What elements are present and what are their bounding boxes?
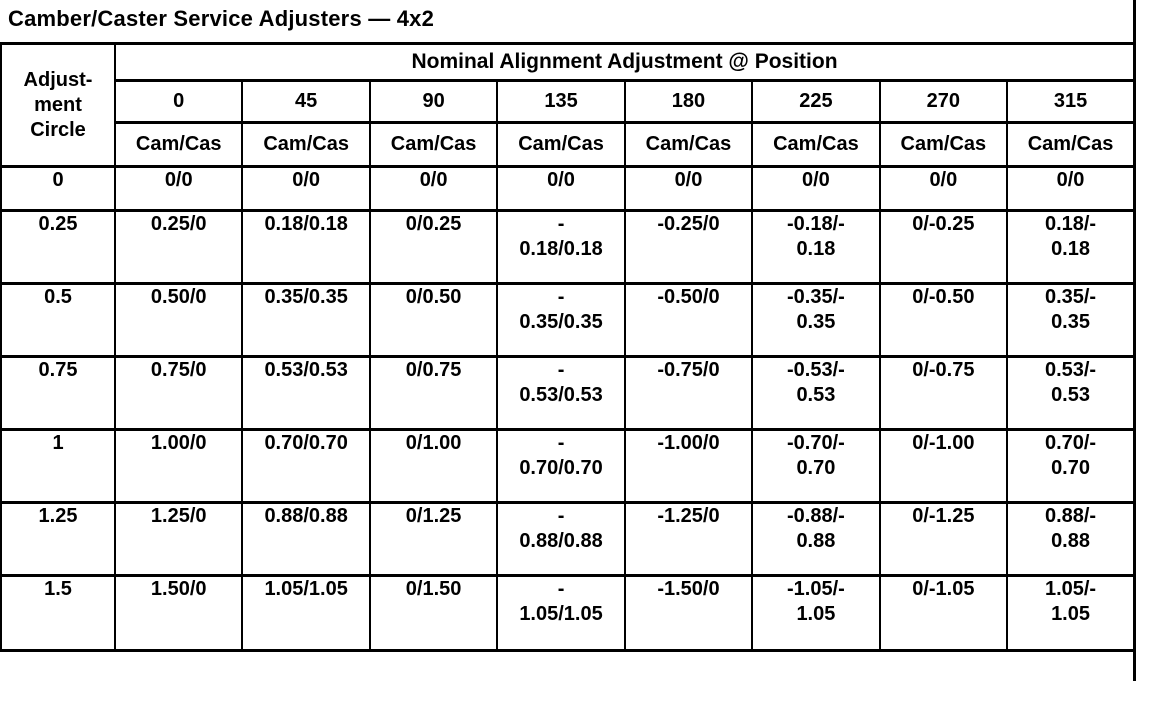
cam-cas-value-cell: 0/1.25 — [368, 501, 499, 577]
cam-cas-value-cell: 0/1.00 — [368, 428, 499, 504]
cam-cas-value-cell: 0/1.50 — [368, 574, 499, 652]
position-header-315: 315 — [1006, 79, 1136, 124]
position-header-row: 0 45 90 135 180 225 270 315 — [1, 79, 1136, 124]
adjustment-circle-value: 1.25 — [0, 501, 116, 577]
table-row: 1.25 1.25/0 0.88/0.88 0/1.25- 0.88/0.88 -1.2… — [0, 501, 1136, 577]
cam-cas-value-cell: 0/-1.05 — [878, 574, 1009, 652]
cam-cas-value-cell: 0.35/- 0.35 — [1006, 282, 1136, 358]
position-header-135: 135 — [496, 79, 626, 124]
cam-cas-value-cell: - 0.70/0.70 — [496, 428, 626, 504]
cam-cas-value-cell: 0.25/0 — [113, 209, 244, 285]
cam-cas-value-cell: 0.50/0 — [113, 282, 244, 358]
position-header-180: 180 — [623, 79, 754, 124]
position-header-225: 225 — [751, 79, 881, 124]
table-row: 0.25 0.25/0 0.18/0.18 0/0.25- 0.18/0.18 -0.2… — [0, 209, 1136, 285]
cam-cas-header: Cam/Cas — [878, 121, 1009, 168]
table-row: 1 1.00/0 0.70/0.70 0/1.00- 0.70/0.70 -1.00/0… — [0, 428, 1136, 504]
table-row: 0.75 0.75/0 0.53/0.53 0/0.75- 0.53/0.53 -0.7… — [0, 355, 1136, 431]
cam-cas-value-cell: 0/0 — [878, 165, 1009, 212]
position-header-90: 90 — [368, 79, 499, 124]
cam-cas-value-cell: -0.35/- 0.35 — [751, 282, 881, 358]
cam-cas-value-cell: 0/0 — [496, 165, 626, 212]
table-row: 0.5 0.50/0 0.35/0.35 0/0.50- 0.35/0.35 -0.50… — [0, 282, 1136, 358]
cam-cas-value-cell: - 1.05/1.05 — [496, 574, 626, 652]
cam-cas-value-cell: 0/-0.75 — [878, 355, 1009, 431]
cam-cas-value-cell: 0.75/0 — [113, 355, 244, 431]
cam-cas-value-cell: 1.05/1.05 — [241, 574, 371, 652]
cam-cas-value-cell: - 0.18/0.18 — [496, 209, 626, 285]
cam-cas-value-cell: -0.25/0 — [623, 209, 754, 285]
cam-cas-value-cell: 1.50/0 — [113, 574, 244, 652]
cam-cas-value-cell: 1.25/0 — [113, 501, 244, 577]
cam-cas-value-cell: -0.50/0 — [623, 282, 754, 358]
cam-cas-value-cell: 0.88/- 0.88 — [1006, 501, 1136, 577]
cam-cas-value-cell: 0.53/0.53 — [241, 355, 371, 431]
cam-cas-value-cell: 0.70/- 0.70 — [1006, 428, 1136, 504]
cam-cas-header: Cam/Cas — [368, 121, 499, 168]
adjustment-circle-value: 0 — [0, 165, 116, 212]
camber-caster-table: Adjust- ment Circle Nominal Alignment Ad… — [0, 42, 1136, 652]
cam-cas-header: Cam/Cas — [113, 121, 244, 168]
cam-cas-value-cell: -1.25/0 — [623, 501, 754, 577]
position-header-270: 270 — [878, 79, 1009, 124]
cam-cas-value-cell: 0/0 — [1006, 165, 1136, 212]
cam-cas-value-cell: 0/0.75 — [368, 355, 499, 431]
cam-cas-value-cell: - 0.53/0.53 — [496, 355, 626, 431]
cam-cas-value-cell: -1.50/0 — [623, 574, 754, 652]
table-row: 1.5 1.50/0 1.05/1.05 0/1.50- 1.05/1.05 -1.50… — [0, 574, 1136, 652]
cam-cas-value-cell: 0/0 — [368, 165, 499, 212]
position-header-45: 45 — [241, 79, 371, 124]
cam-cas-header: Cam/Cas — [751, 121, 881, 168]
adjustment-circle-value: 0.75 — [0, 355, 116, 431]
nominal-alignment-span-header: Nominal Alignment Adjustment @ Position — [114, 42, 1136, 82]
cam-cas-value-cell: 0/0 — [751, 165, 881, 212]
cam-cas-header: Cam/Cas — [1006, 121, 1136, 168]
cam-cas-value-cell: 0.70/0.70 — [241, 428, 371, 504]
cam-cas-value-cell: 0.53/- 0.53 — [1006, 355, 1136, 431]
cam-cas-header: Cam/Cas — [623, 121, 754, 168]
cam-cas-value-cell: -0.75/0 — [623, 355, 754, 431]
cam-cas-value-cell: 0.88/0.88 — [241, 501, 371, 577]
cam-cas-value-cell: 0/0.50 — [368, 282, 499, 358]
cam-cas-value-cell: 0.18/0.18 — [241, 209, 371, 285]
page-right-rule — [1133, 0, 1136, 681]
adjustment-circle-value: 1.5 — [0, 574, 116, 652]
cam-cas-value-cell: - 0.35/0.35 — [496, 282, 626, 358]
page-title: Camber/Caster Service Adjusters — 4x2 — [8, 6, 435, 31]
table-body: 0 0/0 0/0 0/0 0/0 0/0 0/0 0/0 0/0 0.25 0.25/0 0.18/… — [0, 165, 1136, 652]
position-header-0: 0 — [113, 79, 244, 124]
cam-cas-value-cell: 0.18/- 0.18 — [1006, 209, 1136, 285]
cam-cas-value-cell: 1.05/- 1.05 — [1006, 574, 1136, 652]
cam-cas-value-cell: 0/-0.25 — [878, 209, 1009, 285]
cam-cas-value-cell: -1.05/- 1.05 — [751, 574, 881, 652]
cam-cas-value-cell: -0.70/- 0.70 — [751, 428, 881, 504]
cam-cas-value-cell: -0.53/- 0.53 — [751, 355, 881, 431]
table-header-row: Adjust- ment Circle Nominal Alignment Ad… — [0, 42, 1136, 168]
adjustment-circle-header: Adjust- ment Circle — [0, 42, 116, 168]
cam-cas-header: Cam/Cas — [496, 121, 626, 168]
adjustment-circle-value: 0.25 — [0, 209, 116, 285]
adjustment-circle-value: 0.5 — [0, 282, 116, 358]
cam-cas-value-cell: -0.18/- 0.18 — [751, 209, 881, 285]
cam-cas-value-cell: 0/0.25 — [368, 209, 499, 285]
cam-cas-header-row: Cam/Cas Cam/Cas Cam/Cas Cam/Cas Cam/Cas … — [1, 121, 1136, 168]
cam-cas-value-cell: 0/-1.00 — [878, 428, 1009, 504]
cam-cas-value-cell: -1.00/0 — [623, 428, 754, 504]
cam-cas-header: Cam/Cas — [241, 121, 371, 168]
cam-cas-value-cell: 0.35/0.35 — [241, 282, 371, 358]
adjustment-circle-value: 1 — [0, 428, 116, 504]
cam-cas-value-cell: 0/-0.50 — [878, 282, 1009, 358]
table-row: 0 0/0 0/0 0/0 0/0 0/0 0/0 0/0 0/0 — [0, 165, 1136, 212]
cam-cas-value-cell: 0/-1.25 — [878, 501, 1009, 577]
cam-cas-value-cell: - 0.88/0.88 — [496, 501, 626, 577]
cam-cas-value-cell: 0/0 — [241, 165, 371, 212]
cam-cas-value-cell: -0.88/- 0.88 — [751, 501, 881, 577]
cam-cas-value-cell: 0/0 — [623, 165, 754, 212]
cam-cas-value-cell: 0/0 — [113, 165, 244, 212]
cam-cas-value-cell: 1.00/0 — [113, 428, 244, 504]
